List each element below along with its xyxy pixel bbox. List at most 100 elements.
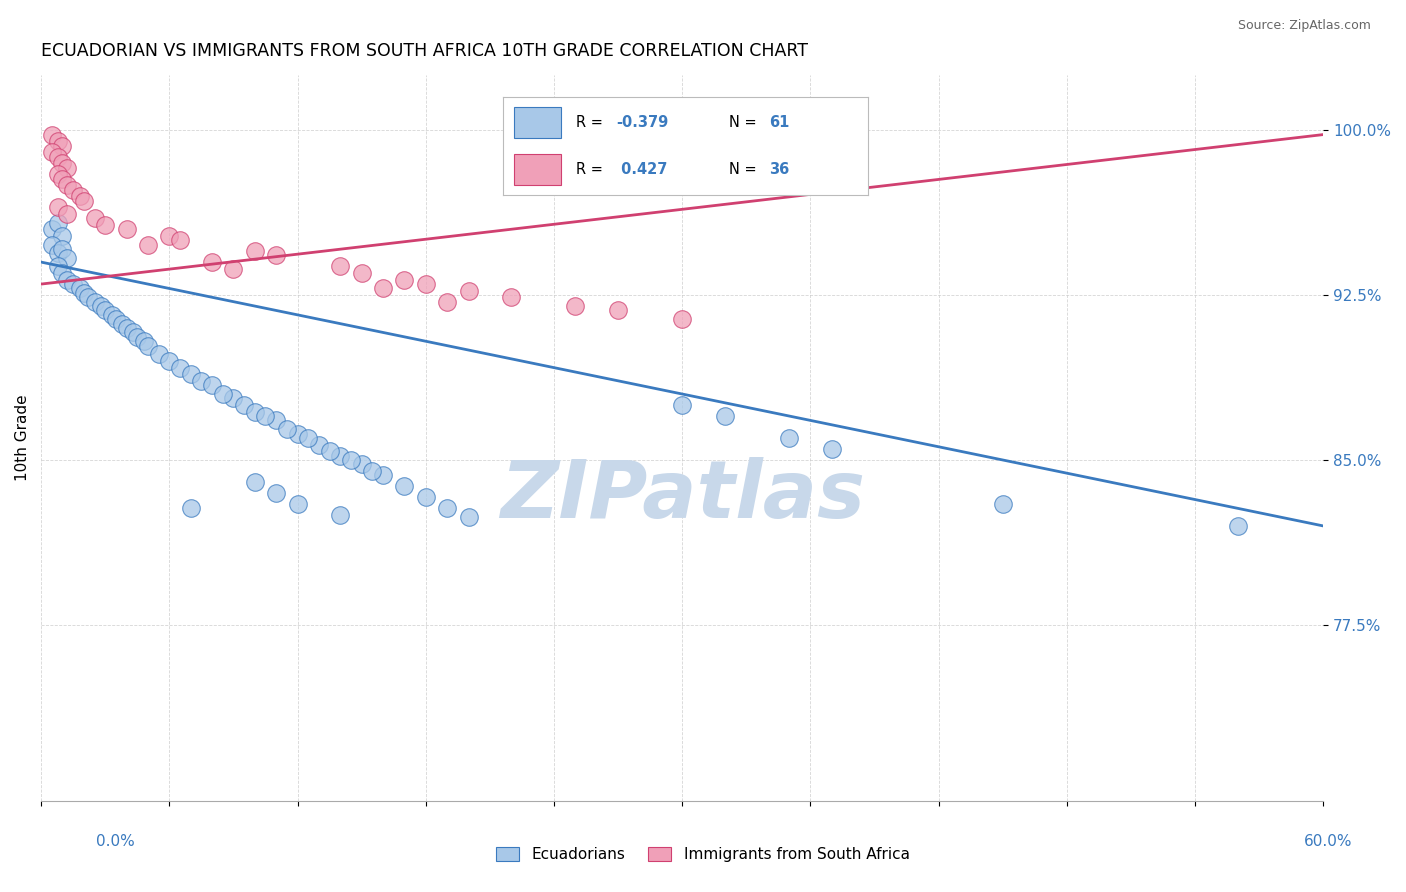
Point bbox=[83, 294, 105, 309]
Point bbox=[41, 237, 63, 252]
Text: Source: ZipAtlas.com: Source: ZipAtlas.com bbox=[1237, 19, 1371, 31]
Point bbox=[394, 273, 416, 287]
Point bbox=[115, 222, 138, 236]
Point bbox=[46, 167, 69, 181]
Point bbox=[350, 458, 373, 472]
Point bbox=[329, 508, 352, 522]
Point bbox=[51, 228, 73, 243]
Point bbox=[73, 285, 96, 300]
Point bbox=[104, 312, 127, 326]
Point bbox=[77, 290, 100, 304]
Point bbox=[778, 431, 800, 445]
Text: ECUADORIAN VS IMMIGRANTS FROM SOUTH AFRICA 10TH GRADE CORRELATION CHART: ECUADORIAN VS IMMIGRANTS FROM SOUTH AFRI… bbox=[41, 42, 808, 60]
Y-axis label: 10th Grade: 10th Grade bbox=[15, 394, 30, 482]
Point bbox=[297, 431, 319, 445]
Point bbox=[457, 510, 479, 524]
Point bbox=[264, 413, 287, 427]
Point bbox=[821, 442, 844, 456]
Point bbox=[201, 255, 224, 269]
Point bbox=[46, 215, 69, 229]
Point bbox=[41, 145, 63, 160]
Point bbox=[51, 156, 73, 170]
Point bbox=[41, 222, 63, 236]
Point bbox=[564, 299, 586, 313]
Point bbox=[415, 277, 437, 291]
Point bbox=[329, 449, 352, 463]
Point bbox=[73, 194, 96, 208]
Point bbox=[436, 294, 458, 309]
Point bbox=[157, 228, 180, 243]
Point bbox=[991, 497, 1014, 511]
Point bbox=[287, 426, 309, 441]
Point bbox=[132, 334, 155, 349]
Point bbox=[350, 266, 373, 280]
Point bbox=[457, 284, 479, 298]
Point bbox=[287, 497, 309, 511]
Text: 0.0%: 0.0% bbox=[96, 834, 135, 848]
Point bbox=[62, 182, 84, 196]
Text: 60.0%: 60.0% bbox=[1305, 834, 1353, 848]
Point bbox=[243, 244, 266, 259]
Point bbox=[46, 200, 69, 214]
Point bbox=[243, 475, 266, 489]
Point bbox=[90, 299, 112, 313]
Point bbox=[55, 161, 77, 175]
Point bbox=[51, 266, 73, 280]
Point bbox=[69, 189, 91, 203]
Point bbox=[55, 251, 77, 265]
Point bbox=[46, 134, 69, 148]
Point bbox=[415, 491, 437, 505]
Point bbox=[361, 464, 384, 478]
Point bbox=[671, 312, 693, 326]
Point bbox=[222, 392, 245, 406]
Point bbox=[264, 248, 287, 262]
Point bbox=[264, 486, 287, 500]
Point bbox=[115, 321, 138, 335]
Point bbox=[94, 303, 117, 318]
Point bbox=[671, 398, 693, 412]
Point bbox=[41, 128, 63, 142]
Point bbox=[371, 281, 394, 295]
Point bbox=[136, 338, 159, 352]
Point bbox=[222, 261, 245, 276]
Point bbox=[51, 242, 73, 256]
Point bbox=[94, 218, 117, 232]
Point bbox=[46, 260, 69, 274]
Point bbox=[148, 347, 170, 361]
Point bbox=[243, 404, 266, 418]
Point bbox=[55, 178, 77, 193]
Point bbox=[607, 303, 630, 318]
Point bbox=[169, 360, 191, 375]
Text: ZIPatlas: ZIPatlas bbox=[499, 457, 865, 535]
Point bbox=[329, 260, 352, 274]
Point bbox=[100, 308, 122, 322]
Point bbox=[136, 237, 159, 252]
Point bbox=[169, 233, 191, 247]
Point bbox=[180, 368, 202, 382]
Point bbox=[436, 501, 458, 516]
Point bbox=[308, 437, 330, 451]
Point bbox=[55, 207, 77, 221]
Point bbox=[340, 453, 363, 467]
Point bbox=[62, 277, 84, 291]
Point bbox=[201, 378, 224, 392]
Point bbox=[211, 387, 233, 401]
Point bbox=[394, 479, 416, 493]
Point bbox=[254, 409, 277, 423]
Point bbox=[51, 138, 73, 153]
Point bbox=[190, 374, 212, 388]
Point bbox=[157, 354, 180, 368]
Point bbox=[46, 246, 69, 260]
Point bbox=[714, 409, 737, 423]
Point bbox=[69, 281, 91, 295]
Point bbox=[318, 444, 340, 458]
Point bbox=[83, 211, 105, 226]
Point bbox=[46, 150, 69, 164]
Legend: Ecuadorians, Immigrants from South Africa: Ecuadorians, Immigrants from South Afric… bbox=[491, 841, 915, 868]
Point bbox=[127, 330, 149, 344]
Point bbox=[501, 290, 523, 304]
Point bbox=[122, 326, 145, 340]
Point bbox=[1226, 519, 1249, 533]
Point bbox=[276, 422, 298, 436]
Point bbox=[180, 501, 202, 516]
